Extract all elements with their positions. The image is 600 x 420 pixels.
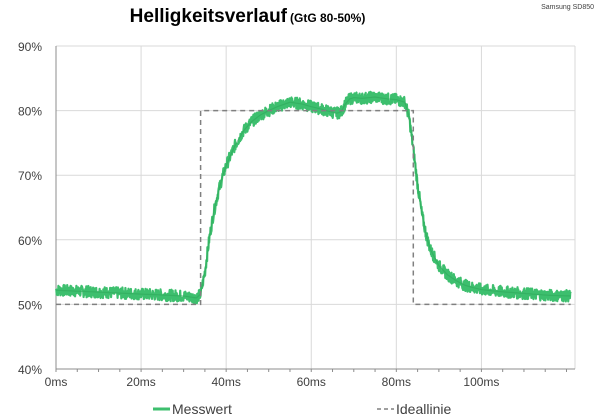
series bbox=[54, 90, 572, 306]
chart-subtitle: (GtG 80-50%) bbox=[290, 11, 365, 25]
device-label: Samsung SD850 bbox=[541, 4, 594, 11]
x-tick-label: 0ms bbox=[45, 375, 68, 389]
chart-title: Helligkeitsverlauf bbox=[130, 6, 288, 27]
series-line-messwert bbox=[54, 90, 572, 305]
legend: Messwert Ideallinie bbox=[153, 401, 451, 417]
legend-label-messwert: Messwert bbox=[172, 401, 232, 417]
x-tick-label: 60ms bbox=[297, 375, 326, 389]
series-core-messwert bbox=[55, 96, 571, 299]
legend-item-ideallinie: Ideallinie bbox=[377, 401, 451, 417]
y-tick-label: 90% bbox=[18, 40, 42, 54]
y-tick-label: 80% bbox=[18, 105, 42, 119]
axes bbox=[55, 46, 575, 372]
legend-item-messwert: Messwert bbox=[153, 401, 232, 417]
y-tick-label: 50% bbox=[18, 298, 42, 312]
y-tick-label: 60% bbox=[18, 234, 42, 248]
tick-labels: 40% 50% 60% 70% 80% 90% 0ms 20ms 40ms 60ms 80ms 100… bbox=[18, 40, 499, 389]
y-tick-label: 70% bbox=[18, 169, 42, 183]
series-line-ideallinie bbox=[56, 109, 571, 306]
x-tick-label: 40ms bbox=[211, 375, 240, 389]
y-tick-label: 40% bbox=[18, 363, 42, 377]
x-tick-label: 100ms bbox=[463, 375, 499, 389]
x-tick-label: 80ms bbox=[382, 375, 411, 389]
x-tick-label: 20ms bbox=[126, 375, 155, 389]
legend-label-ideallinie: Ideallinie bbox=[396, 401, 451, 417]
